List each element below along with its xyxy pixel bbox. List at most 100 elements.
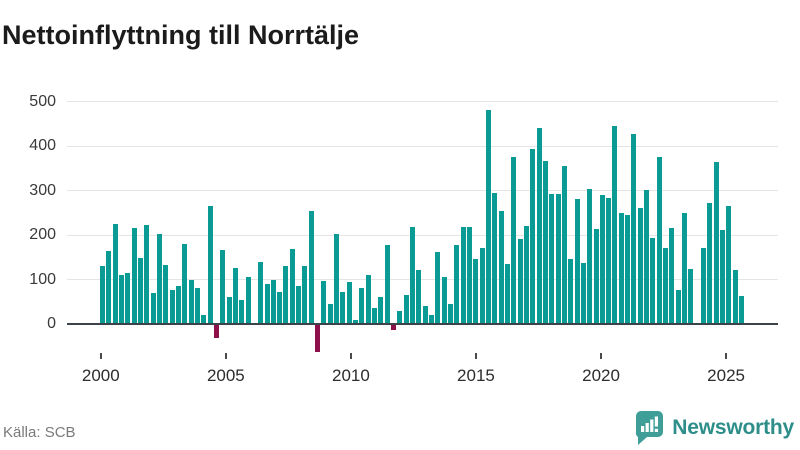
bar-quarter-value: [334, 233, 339, 324]
bar-quarter-value: [290, 248, 295, 324]
bar-quarter-value: [492, 192, 497, 324]
bar-quarter-value: [372, 307, 377, 324]
bar-quarter-value: [486, 110, 491, 324]
x-axis-tick: [349, 353, 352, 359]
bar-quarter-value: [480, 248, 485, 324]
bar-quarter-value: [132, 228, 137, 324]
bar-quarter-value: [353, 319, 358, 324]
y-axis-label: 200: [29, 226, 56, 243]
x-axis-tick-label: 2005: [206, 366, 245, 385]
bar-quarter-value: [195, 287, 200, 324]
gridline: [67, 279, 778, 280]
gridline: [67, 145, 778, 147]
x-axis-tick-label: 2015: [457, 366, 495, 385]
bar-quarter-value: [682, 213, 687, 324]
bar-quarter-value: [277, 291, 282, 324]
bar-quarter-value: [201, 315, 206, 324]
bar-quarter-value: [524, 225, 529, 324]
bar-quarter-value: [638, 208, 643, 324]
bar-quarter-value: [315, 323, 320, 353]
bar-quarter-value: [644, 189, 649, 324]
y-axis-label: 400: [29, 137, 56, 154]
bar-quarter-value: [581, 263, 586, 324]
bar-quarter-value: [676, 290, 681, 324]
gridline: [67, 234, 778, 236]
bar-quarter-value: [265, 283, 270, 324]
bar-quarter-value: [499, 211, 504, 324]
bar-quarter-value: [435, 252, 440, 324]
newsworthy-wordmark: Newsworthy: [672, 416, 794, 439]
x-axis-tick: [600, 353, 603, 359]
bar-quarter-value: [688, 269, 693, 324]
bar-quarter-value: [625, 214, 630, 324]
x-axis-tick: [224, 353, 227, 359]
bar-quarter-value: [657, 156, 662, 324]
x-axis-tick-label: 2020: [582, 366, 620, 385]
bar-quarter-value: [385, 244, 390, 324]
bar-quarter-value: [397, 311, 402, 324]
bar-quarter-value: [568, 259, 573, 324]
gridline: [67, 190, 778, 191]
bar-quarter-value: [170, 290, 175, 324]
bar-quarter-value: [556, 194, 561, 324]
bar-quarter-value: [612, 125, 617, 324]
bar-quarter-value: [391, 323, 396, 330]
bar-quarter-value: [138, 258, 143, 324]
bar-quarter-value: [518, 239, 523, 324]
bar-quarter-value: [511, 156, 516, 324]
source-caption: Källa: SCB: [3, 424, 76, 441]
bar-quarter-value: [182, 243, 187, 324]
x-axis-baseline: [67, 322, 778, 325]
plot-area: 0 100 200 300 400 500 2000 2005 2010 2015 2020 2025: [29, 92, 778, 385]
bar-quarter-value: [366, 275, 371, 324]
bar-quarter-value: [663, 248, 668, 324]
bar-quarter-value: [113, 223, 118, 324]
bar-quarter-value: [594, 228, 599, 324]
y-axis-label: 100: [29, 270, 56, 288]
bar-quarter-value: [726, 206, 731, 324]
bar-quarter-value: [530, 148, 535, 324]
bar-quarter-value: [309, 211, 314, 324]
bar-quarter-value: [283, 265, 288, 324]
bar-quarter-value: [239, 299, 244, 324]
bar-quarter-value: [359, 288, 364, 324]
bar-quarter-value: [347, 282, 352, 324]
bar-quarter-value: [739, 296, 744, 324]
bar-quarter-value: [600, 194, 605, 324]
bar-quarter-value: [543, 160, 548, 324]
bar-quarter-value: [587, 188, 592, 324]
x-axis-tick: [725, 353, 728, 359]
x-axis-tick: [99, 353, 102, 359]
bar-quarter-value: [378, 296, 383, 324]
bar-quarter-value: [271, 279, 276, 324]
bar-quarter-value: [302, 266, 307, 324]
y-axis-label: 0: [47, 315, 56, 332]
bar-quarter-value: [701, 248, 706, 324]
bar-quarter-value: [423, 305, 428, 324]
bar-quarter-value: [720, 229, 725, 324]
y-axis-label: 500: [29, 92, 56, 110]
y-axis-label: 300: [29, 181, 56, 199]
bar-quarter-value: [669, 227, 674, 324]
bar-quarter-value: [429, 315, 434, 324]
x-axis-tick: [474, 353, 477, 359]
bar-quarter-value: [549, 194, 554, 324]
bar-quarter-value: [220, 249, 225, 324]
bar-quarter-value: [328, 304, 333, 324]
bar-quarter-value: [505, 264, 510, 324]
bar-quarter-value: [100, 266, 105, 324]
bar-quarter-value: [404, 295, 409, 324]
bar-quarter-value: [157, 234, 162, 324]
bar-quarter-value: [246, 277, 251, 324]
bar-quarter-value: [733, 269, 738, 324]
newsworthy-logo: Newsworthy: [634, 410, 794, 446]
bar-quarter-value: [340, 292, 345, 324]
bar-quarter-value: [416, 269, 421, 324]
bar-quarter-value: [562, 166, 567, 324]
bar-quarter-value: [125, 272, 130, 324]
bar-quarter-value: [714, 162, 719, 324]
x-axis-tick-label: 2010: [331, 366, 370, 385]
bar-quarter-value: [106, 250, 111, 324]
bar-quarter-value: [461, 227, 466, 324]
bar-quarter-value: [258, 261, 263, 324]
